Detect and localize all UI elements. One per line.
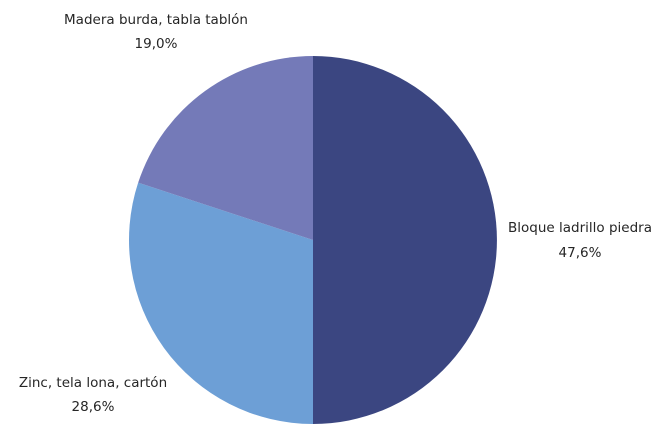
slice-category-label: Zinc, tela lona, cartón xyxy=(19,375,167,391)
slice-value-label: 28,6% xyxy=(72,399,115,415)
slice-category-label: Bloque ladrillo piedra xyxy=(508,220,652,236)
pie-labels: Bloque ladrillo piedra 47,6% Zinc, tela lo… xyxy=(19,12,652,415)
slice-category-label: Madera burda, tabla tablón xyxy=(64,12,248,28)
pie-slice-bloque-ladrillo-piedra xyxy=(313,56,497,424)
slice-label-zinc-tela-lona-carton: Zinc, tela lona, cartón 28,6% xyxy=(19,375,167,415)
pie-slice-madera-burda-tabla-tablon xyxy=(138,56,313,240)
pie-slice-zinc-tela-lona-carton xyxy=(129,182,313,424)
slice-value-label: 19,0% xyxy=(135,36,178,52)
slice-label-madera-burda-tabla-tablon: Madera burda, tabla tablón 19,0% xyxy=(64,12,248,52)
slice-label-bloque-ladrillo-piedra: Bloque ladrillo piedra 47,6% xyxy=(508,220,652,261)
slice-value-label: 47,6% xyxy=(559,245,602,261)
pie-slices xyxy=(129,56,497,424)
